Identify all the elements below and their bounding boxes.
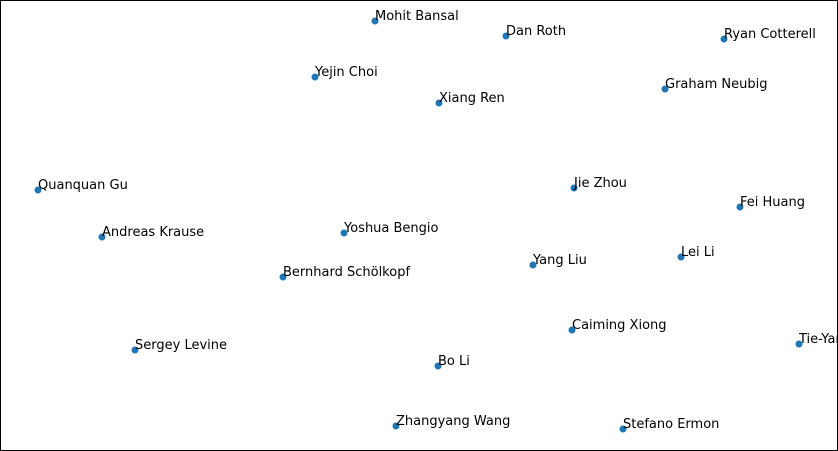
point-label: Dan Roth bbox=[506, 24, 566, 39]
data-point bbox=[677, 253, 685, 261]
point-label: Zhangyang Wang bbox=[396, 414, 510, 429]
data-point bbox=[720, 35, 728, 43]
point-label: Caiming Xiong bbox=[572, 318, 667, 333]
data-point bbox=[340, 229, 348, 237]
data-point bbox=[131, 346, 139, 354]
point-label: Yejin Choi bbox=[314, 65, 378, 80]
point-label: Jie Zhou bbox=[573, 176, 627, 191]
point-label: Bernhard Schölkopf bbox=[283, 265, 410, 280]
data-point bbox=[795, 340, 803, 348]
point-label: Yoshua Bengio bbox=[343, 221, 439, 236]
point-label: Xiang Ren bbox=[439, 91, 505, 106]
data-point bbox=[34, 186, 42, 194]
data-point bbox=[434, 362, 442, 370]
point-label: Andreas Krause bbox=[102, 225, 204, 240]
plot-area: Mohit Bansal Dan Roth Ryan Cotterell Yejin … bbox=[34, 9, 838, 433]
data-point bbox=[279, 273, 287, 281]
point-label: Graham Neubig bbox=[665, 77, 767, 92]
point-label: Yang Liu bbox=[532, 253, 587, 268]
data-point bbox=[311, 73, 319, 81]
data-point bbox=[371, 17, 379, 25]
data-point bbox=[529, 261, 537, 269]
point-label: Quanquan Gu bbox=[38, 178, 128, 193]
data-point bbox=[570, 184, 578, 192]
point-label: Tie-Yan Liu bbox=[798, 332, 838, 347]
point-label: Stefano Ermon bbox=[623, 417, 719, 432]
point-label: Bo Li bbox=[438, 354, 470, 369]
data-point bbox=[661, 85, 669, 93]
data-point bbox=[736, 203, 744, 211]
data-point bbox=[392, 422, 400, 430]
data-point bbox=[568, 326, 576, 334]
data-point bbox=[435, 99, 443, 107]
point-label: Lei Li bbox=[681, 245, 715, 260]
point-label: Ryan Cotterell bbox=[724, 27, 816, 42]
data-point bbox=[502, 32, 510, 40]
data-point bbox=[98, 233, 106, 241]
point-label: Mohit Bansal bbox=[375, 9, 459, 24]
point-label: Sergey Levine bbox=[135, 338, 227, 353]
point-label: Fei Huang bbox=[740, 195, 805, 210]
data-point bbox=[619, 425, 627, 433]
